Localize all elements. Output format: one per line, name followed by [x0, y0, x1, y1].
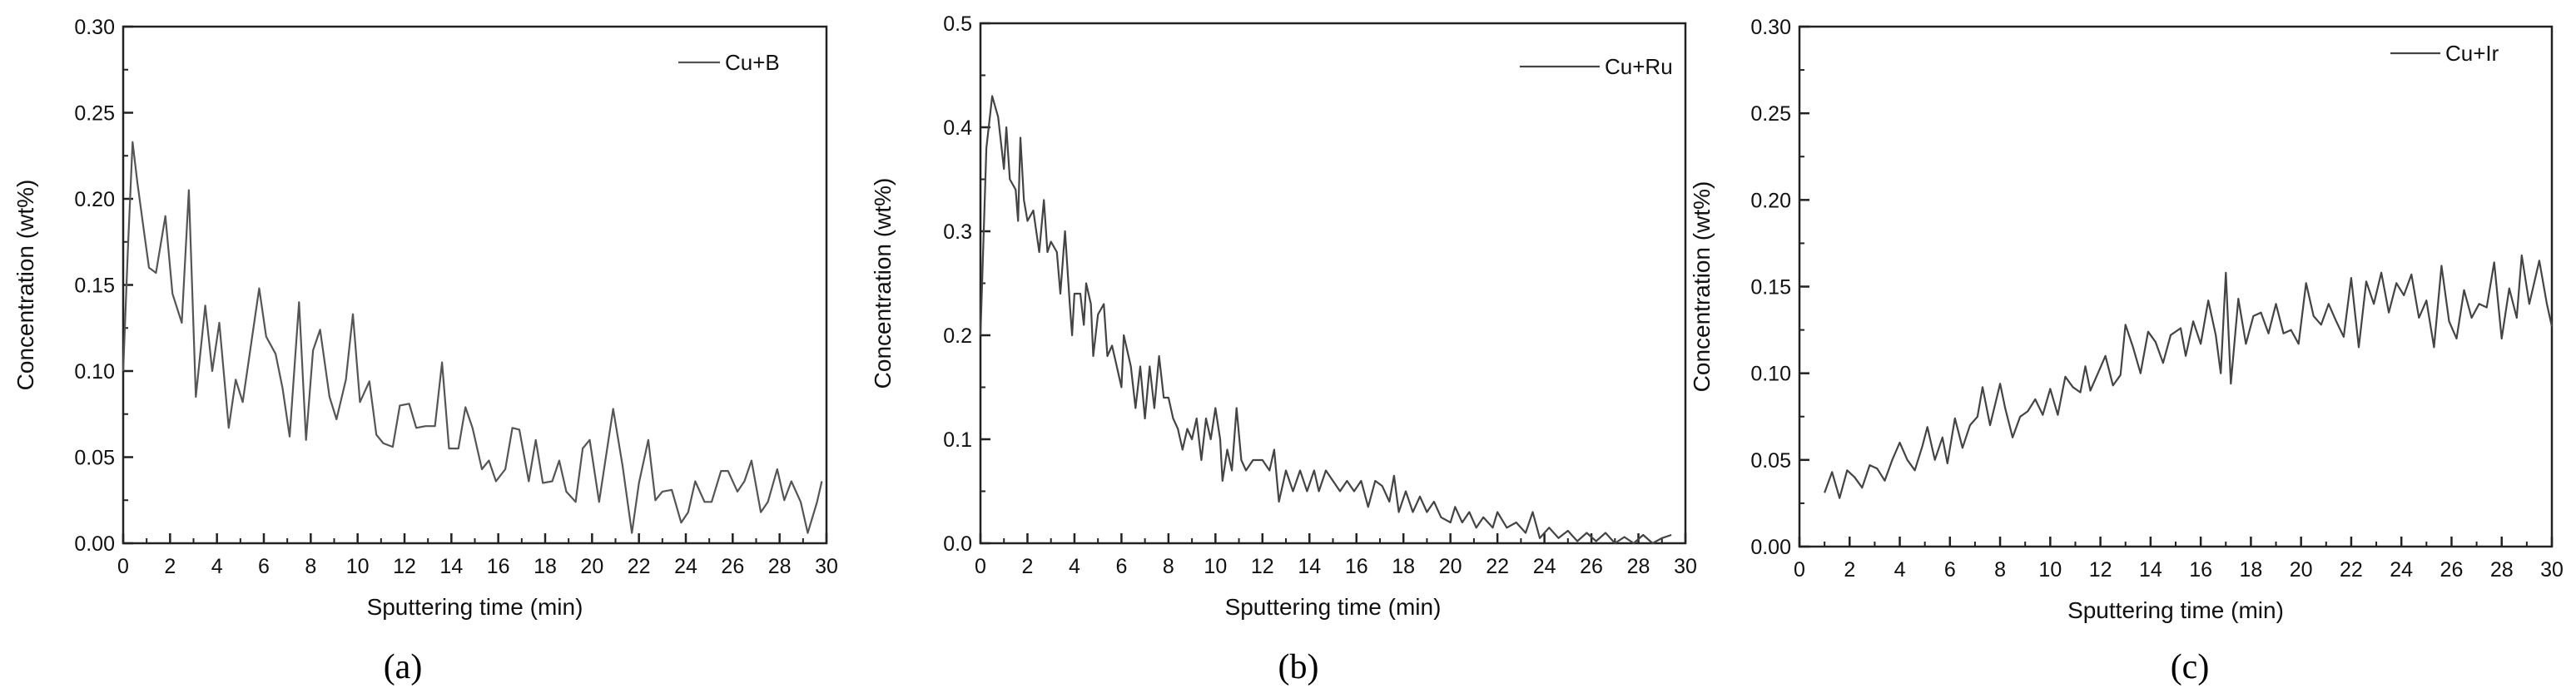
x-tick-label: 14	[439, 555, 463, 578]
x-tick-label: 30	[2540, 558, 2564, 582]
x-tick-label: 26	[721, 555, 744, 578]
panel-caption: (a)	[384, 648, 423, 686]
x-tick-label: 22	[1486, 555, 1509, 578]
x-tick-label: 26	[2440, 558, 2464, 582]
x-tick-label: 10	[1204, 555, 1227, 578]
x-tick-label: 12	[1251, 555, 1274, 578]
chart-panel-a: 0 2 4 6 8 10 12 14 16 18 20 22 24 26 28 300.000.050.100…	[12, 16, 838, 686]
series-line-cu-ir	[1824, 254, 2554, 499]
x-tick-label: 22	[628, 555, 651, 578]
x-tick-label: 24	[2390, 558, 2413, 582]
x-tick-label: 4	[1069, 555, 1080, 578]
y-tick-label: 0.25	[1750, 102, 1791, 126]
x-tick-label: 28	[1627, 555, 1650, 578]
x-tick-label: 18	[534, 555, 557, 578]
x-tick-label: 6	[1115, 555, 1127, 578]
x-tick-label: 8	[1163, 555, 1174, 578]
x-tick-label: 16	[2189, 558, 2212, 582]
x-tick-label: 24	[674, 555, 697, 578]
legend-label: Cu+B	[725, 50, 780, 75]
x-tick-label: 18	[1392, 555, 1415, 578]
panel-caption: (b)	[1278, 648, 1319, 686]
x-tick-label: 0	[975, 555, 986, 578]
x-tick-label: 10	[2038, 558, 2062, 582]
y-tick-label: 0.1	[943, 428, 972, 452]
x-tick-label: 8	[305, 555, 316, 578]
y-tick-label: 0.05	[1750, 449, 1791, 473]
y-tick-label: 0.15	[1750, 276, 1791, 299]
x-tick-label: 20	[580, 555, 603, 578]
x-tick-label: 26	[1580, 555, 1603, 578]
series-line-cu-ru	[979, 95, 1672, 545]
plot-frame	[122, 25, 828, 545]
x-tick-label: 4	[211, 555, 223, 578]
x-axis-title: Sputtering time (min)	[2067, 597, 2284, 623]
x-tick-label: 28	[2490, 558, 2514, 582]
x-tick-label: 0	[117, 555, 129, 578]
x-tick-label: 14	[1298, 555, 1321, 578]
y-tick-label: 0.5	[943, 12, 972, 36]
y-tick-label: 0.30	[1750, 16, 1791, 39]
y-tick-label: 0.25	[74, 102, 115, 126]
y-tick-label: 0.00	[1750, 536, 1791, 559]
y-tick-label: 0.20	[1750, 189, 1791, 212]
x-tick-label: 24	[1533, 555, 1556, 578]
y-tick-label: 0.2	[943, 324, 972, 348]
x-tick-label: 2	[164, 555, 176, 578]
chart-panel-c: 0 2 4 6 8 10 12 14 16 18 20 22 24 26 28 300.000.050.100…	[1689, 16, 2564, 686]
x-tick-label: 10	[346, 555, 370, 578]
y-tick-label: 0.3	[943, 220, 972, 244]
x-tick-label: 2	[1022, 555, 1034, 578]
chart-panel-b: 0 2 4 6 8 10 12 14 16 18 20 22 24 26 28 300.00.10.20.30…	[870, 12, 1697, 686]
x-tick-label: 30	[1674, 555, 1697, 578]
x-axis-title: Sputtering time (min)	[1225, 594, 1442, 620]
panel-caption: (c)	[2171, 648, 2210, 686]
y-tick-label: 0.0	[943, 532, 972, 556]
y-tick-label: 0.15	[74, 275, 115, 298]
legend-label: Cu+Ru	[1605, 54, 1673, 79]
x-tick-label: 14	[2139, 558, 2162, 582]
x-tick-label: 20	[2290, 558, 2313, 582]
x-tick-label: 2	[1844, 558, 1855, 582]
y-tick-label: 0.05	[74, 447, 115, 470]
x-tick-label: 22	[2340, 558, 2363, 582]
x-tick-label: 4	[1894, 558, 1906, 582]
x-axis-title: Sputtering time (min)	[367, 594, 583, 620]
x-tick-label: 28	[768, 555, 792, 578]
x-tick-label: 12	[2089, 558, 2112, 582]
x-tick-label: 16	[487, 555, 510, 578]
series-line-cu-b	[122, 141, 823, 534]
y-tick-label: 0.10	[74, 360, 115, 384]
y-tick-label: 0.20	[74, 188, 115, 211]
x-tick-label: 6	[1944, 558, 1956, 582]
x-tick-label: 8	[1994, 558, 2006, 582]
x-tick-label: 12	[393, 555, 416, 578]
x-tick-label: 20	[1439, 555, 1462, 578]
y-axis-title: Concentration (wt%)	[12, 180, 38, 391]
y-axis-title: Concentration (wt%)	[1689, 181, 1715, 393]
legend-label: Cu+Ir	[2445, 41, 2499, 66]
x-tick-label: 6	[258, 555, 270, 578]
x-tick-label: 18	[2239, 558, 2262, 582]
y-axis-title: Concentration (wt%)	[870, 178, 896, 389]
x-tick-label: 16	[1345, 555, 1368, 578]
y-tick-label: 0.4	[943, 116, 972, 140]
x-tick-label: 0	[1794, 558, 1805, 582]
y-tick-label: 0.10	[1750, 363, 1791, 386]
y-tick-label: 0.30	[74, 16, 115, 39]
y-tick-label: 0.00	[74, 532, 115, 556]
x-tick-label: 30	[815, 555, 838, 578]
